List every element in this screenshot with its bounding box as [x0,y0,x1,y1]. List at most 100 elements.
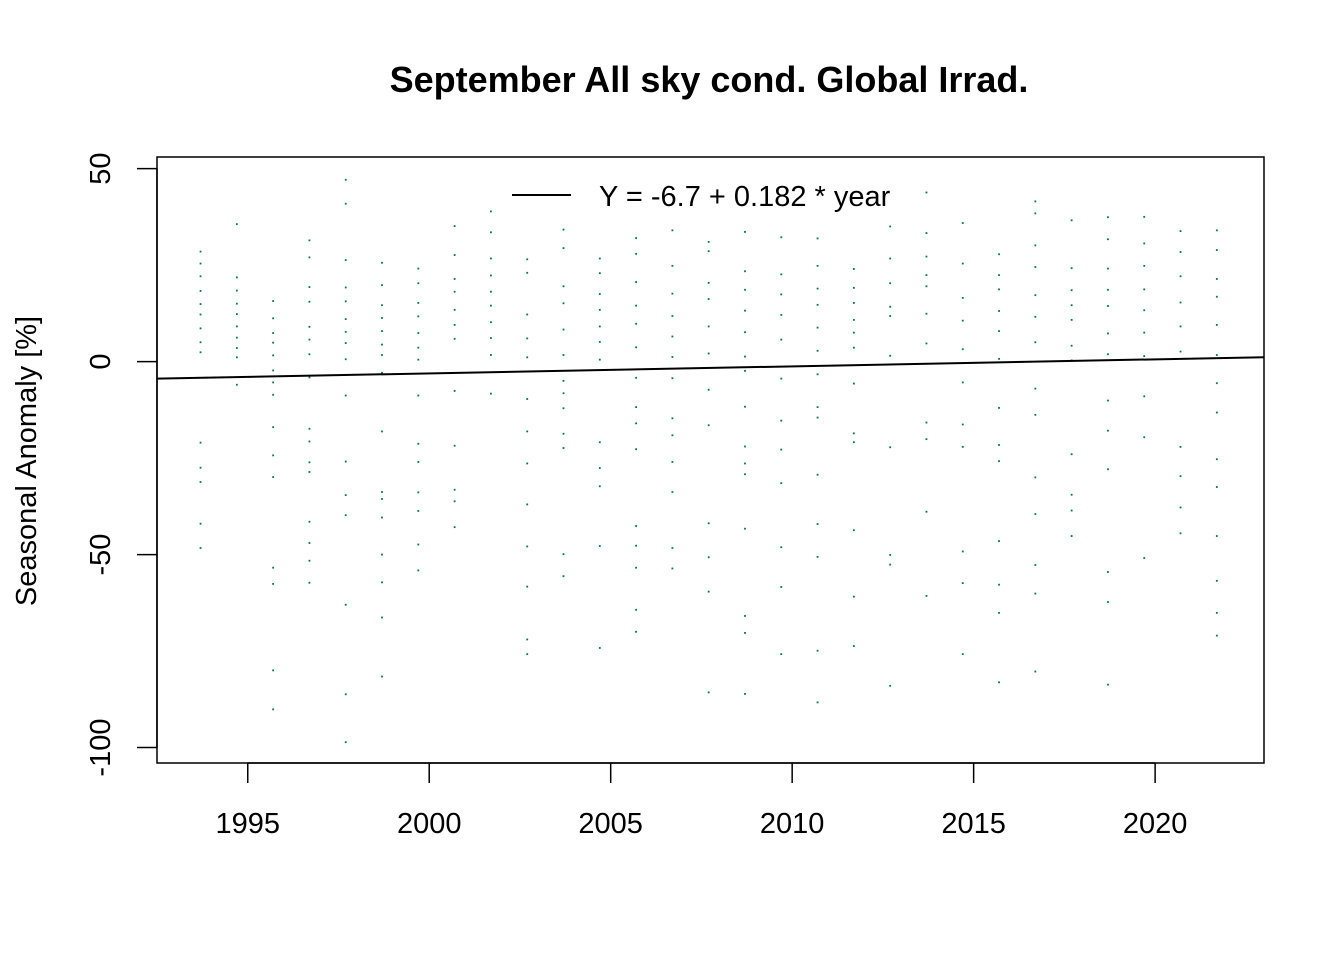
data-point [961,582,964,585]
data-point [671,567,674,570]
data-point [417,510,420,512]
data-point [1107,429,1109,432]
data-point [1107,601,1109,603]
data-point [816,416,819,419]
data-point [852,432,855,435]
data-point [272,341,275,344]
data-point [453,254,456,256]
data-point [598,545,601,547]
data-point [744,288,746,291]
data-point [707,691,710,694]
data-point [526,503,529,506]
data-point [1143,288,1146,291]
data-point [417,282,420,285]
data-point [598,325,601,328]
data-point [235,289,238,292]
data-point [961,381,964,384]
data-point [562,302,565,305]
data-point [598,485,601,488]
data-point [417,332,420,334]
data-point [816,555,819,558]
data-point [1215,249,1218,251]
data-point [453,444,456,447]
data-point [199,262,202,265]
data-point [780,273,783,276]
data-point [1143,436,1146,439]
data-point [199,275,202,278]
data-point [1179,230,1182,233]
data-point [707,250,710,253]
data-point [417,394,420,397]
data-point [816,406,819,409]
data-point [671,264,674,267]
data-point [1070,493,1073,496]
data-point [744,369,746,372]
data-point [1143,215,1146,218]
data-point [1107,399,1109,402]
data-point [671,315,674,317]
data-point [780,586,783,588]
data-point [744,462,746,465]
data-point [707,590,710,593]
data-point [562,354,565,356]
data-point [490,392,492,395]
data-point [1034,387,1037,390]
data-point [998,406,1000,409]
data-point [235,336,238,339]
data-point [744,527,746,530]
data-point [998,444,1000,446]
data-point [780,419,783,422]
data-point [308,256,311,259]
data-point [344,358,347,361]
data-point [852,331,855,334]
data-point [199,351,202,354]
data-point [199,522,202,525]
data-point [1034,341,1037,344]
data-point [344,330,347,333]
data-point [598,647,601,649]
data-point [381,616,383,619]
data-point [1034,266,1037,268]
data-point [1179,251,1182,253]
data-point [235,383,238,386]
data-point [1034,513,1037,515]
data-point [598,257,601,260]
data-point [889,446,892,449]
data-point [925,594,928,597]
data-point [417,358,420,361]
data-point [1143,355,1146,358]
data-point [344,460,347,463]
data-point [272,317,275,320]
data-point [598,441,601,444]
data-point [852,645,855,647]
data-point [1215,634,1218,637]
data-point [490,290,492,293]
data-point [562,407,565,410]
data-point [1179,445,1182,448]
data-point [1034,294,1037,297]
data-point [1215,579,1218,582]
data-point [998,310,1000,312]
data-point [235,325,238,328]
data-point [889,305,892,308]
data-point [1107,571,1109,573]
data-point [998,611,1000,614]
data-point [744,405,746,408]
data-point [635,448,637,451]
data-point [671,547,674,549]
data-point [235,223,238,226]
data-point [1034,315,1037,318]
data-point [889,554,892,556]
data-point [1215,611,1218,614]
data-point [381,675,383,678]
data-point [889,315,892,317]
data-point [707,522,710,525]
data-point [961,550,964,553]
data-point [889,354,892,357]
data-point [453,526,456,529]
data-point [1143,331,1146,334]
y-tick-label: 50 [85,152,117,184]
data-point [344,741,347,744]
data-point [526,462,529,465]
data-point [635,566,637,569]
